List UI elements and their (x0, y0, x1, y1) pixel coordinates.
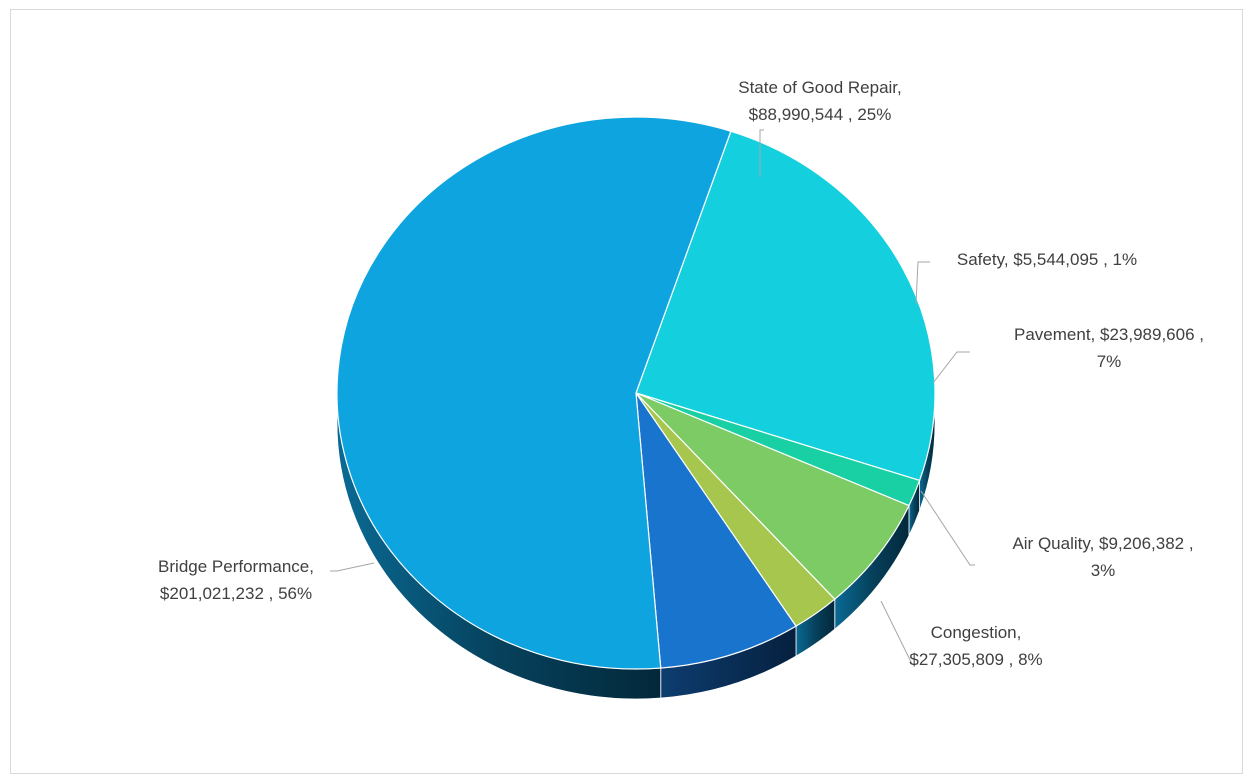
leader-line-bridge (330, 562, 375, 572)
data-label-safety: Safety, $5,544,095 , 1% (957, 250, 1137, 269)
data-label-airquality: Air Quality, $9,206,382 , 3% (1012, 534, 1193, 580)
leader-lines (330, 129, 975, 665)
leader-line-pavement (932, 351, 970, 384)
leader-line-sgr (759, 129, 764, 177)
data-labels: State of Good Repair, $88,990,544 , 25% Sa… (158, 78, 1204, 669)
data-label-sgr: State of Good Repair, $88,990,544 , 25% (738, 78, 902, 124)
pie-slices (336, 116, 936, 670)
pie-slice-congestion (635, 390, 797, 669)
leader-line-congestion (880, 600, 918, 665)
pie-slice-pavement (635, 392, 910, 601)
pie-slice-sgr (635, 130, 936, 482)
data-label-bridge: Bridge Performance, $201,021,232 , 56% (158, 557, 314, 603)
data-label-pavement: Pavement, $23,989,606 , 7% (1014, 325, 1204, 371)
leader-line-safety (915, 261, 930, 305)
leader-line-airquality (920, 490, 975, 566)
data-label-congestion: Congestion, $27,305,809 , 8% (909, 623, 1042, 669)
pie-slice-bridge (336, 116, 732, 670)
